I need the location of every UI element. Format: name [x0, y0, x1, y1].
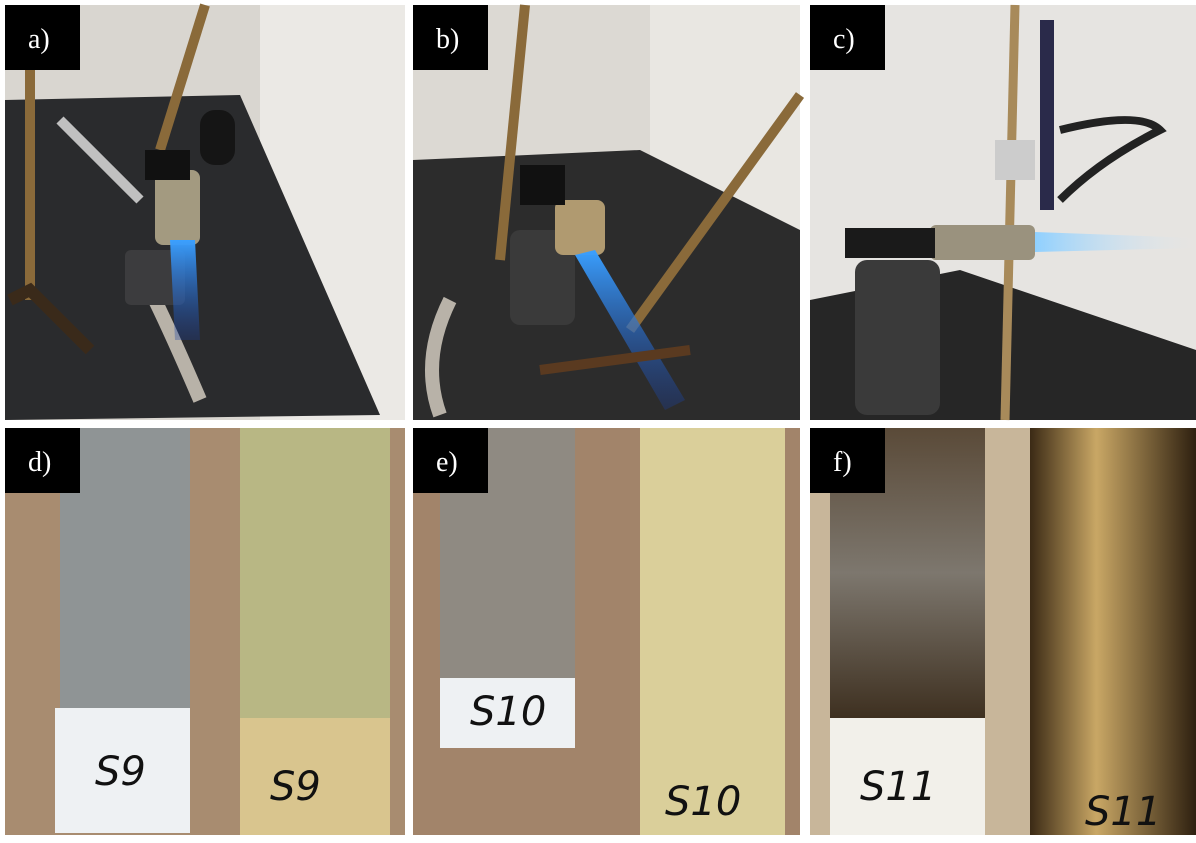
panel-label: e) — [436, 447, 458, 478]
sample-label: S11 — [860, 764, 936, 810]
panel-label: f) — [833, 447, 852, 478]
sample-label: S9 — [270, 764, 321, 810]
sample-label: S10 — [470, 689, 546, 735]
sample-label: S10 — [665, 779, 741, 825]
panel-label: b) — [436, 24, 459, 55]
panel-label: c) — [833, 24, 855, 55]
panel-label: a) — [28, 24, 50, 55]
panel-label: d) — [28, 447, 51, 478]
sample-label: S9 — [95, 749, 146, 795]
figure: S9 S9 S10 S10 S11 S11 a) b) c) d) e) f) — [0, 0, 1196, 838]
sample-label: S11 — [1085, 789, 1161, 835]
